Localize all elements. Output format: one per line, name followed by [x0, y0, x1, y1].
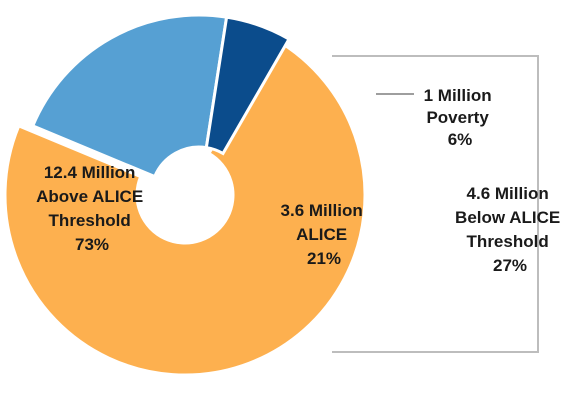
label-above-alice-line-1: 12.4 Million — [44, 163, 136, 182]
label-above-alice-line-3: Threshold — [49, 211, 131, 230]
label-below-alice: 4.6 Million Below ALICE Threshold 27% — [455, 184, 565, 275]
label-below-alice-line-2: Below ALICE — [455, 208, 560, 227]
label-below-alice-line-3: Threshold — [467, 232, 549, 251]
label-below-alice-line-4: 27% — [493, 256, 527, 275]
label-poverty-line-3: 6% — [448, 130, 473, 149]
label-poverty-line-1: 1 Million — [424, 86, 492, 105]
label-above-alice-line-4: 73% — [75, 235, 109, 254]
label-above-alice: 12.4 Million Above ALICE Threshold 73% — [36, 163, 148, 254]
slice-above-alice — [3, 37, 367, 377]
label-poverty-line-2: Poverty — [426, 108, 489, 127]
label-poverty: 1 Million Poverty 6% — [424, 86, 497, 149]
label-above-alice-line-2: Above ALICE — [36, 187, 143, 206]
slice-poverty — [204, 15, 292, 156]
label-alice-line-1: 3.6 Million — [281, 201, 363, 220]
label-alice-line-2: ALICE — [296, 225, 347, 244]
bracket-line — [332, 55, 539, 353]
slice-alice — [30, 13, 229, 179]
label-alice-line-3: 21% — [307, 249, 341, 268]
label-alice: 3.6 Million ALICE 21% — [281, 201, 368, 268]
label-below-alice-line-1: 4.6 Million — [467, 184, 549, 203]
